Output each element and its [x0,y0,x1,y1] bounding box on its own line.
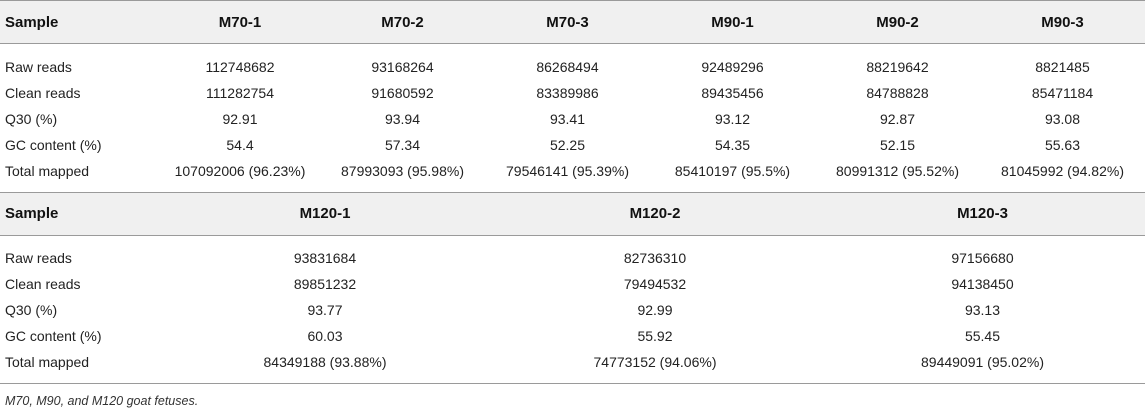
table-cell: 93.13 [964,302,1001,318]
table-row: Raw reads 93831684 82736310 97156680 [0,235,1145,271]
table-cell: 74773152 (94.06%) [593,353,717,370]
table-cell: 93168264 [371,58,434,75]
row-label: Raw reads [5,58,72,75]
table2-header-m120-1: M120-1 [299,205,351,222]
table-cell: 91680592 [371,84,434,101]
table-cell: 107092006 (96.23%) [174,162,306,179]
table-row: GC content (%) 60.03 55.92 55.45 [0,323,1145,349]
table-cell: 54.4 [226,136,254,153]
table-cell: 93831684 [293,250,357,267]
table-cell: 84788828 [866,84,929,101]
table-cell: 52.25 [549,136,586,153]
row-label: Clean reads [5,84,81,101]
table-cell: 89449091 (95.02%) [921,353,1044,370]
row-label: Total mapped [5,353,90,370]
table-cell: 112748682 [205,58,275,75]
table-cell: 8821485 [1035,58,1090,75]
row-label: Clean reads [5,276,81,292]
table-cell: 93.41 [549,110,586,127]
table-cell: 94138450 [951,276,1014,292]
row-label: GC content (%) [5,328,102,344]
table-cell: 89435456 [701,84,764,101]
table-cell: 92489296 [701,58,764,75]
table-cell: 93.94 [384,110,421,127]
table-cell: 89851232 [293,276,357,292]
table-cell: 92.87 [879,110,916,127]
table-cell: 52.15 [879,136,916,153]
table-cell: 85410197 (95.5%) [674,162,791,179]
row-label: Q30 (%) [5,302,58,318]
table-cell: 79494532 [623,276,687,292]
table-cell: 84349188 (93.88%) [263,353,387,370]
table-cell: 93.12 [714,110,751,127]
table2-header-m120-2: M120-2 [629,205,681,222]
table-cell: 97156680 [951,250,1014,267]
reads-table-m70-m90: Sample M70-1 M70-2 M70-3 M90-1 M90-2 M90… [0,0,1145,192]
table-cell: 55.92 [637,328,673,344]
table-row: Total mapped 84349188 (93.88%) 74773152 … [0,349,1145,383]
row-label: GC content (%) [5,136,102,153]
table-cell: 54.35 [714,136,751,153]
table1-header-m70-2: M70-2 [381,13,424,31]
table-cell: 55.45 [964,328,1001,344]
table-cell: 79546141 (95.39%) [506,162,629,179]
table1-header-m90-3: M90-3 [1041,13,1084,31]
table-row: Q30 (%) 92.91 93.94 93.41 93.12 92.87 93… [0,106,1145,132]
table-cell: 92.91 [222,110,258,127]
table-cell: 81045992 (94.82%) [1001,162,1124,179]
row-label: Total mapped [5,162,90,179]
table1-header-m70-3: M70-3 [546,13,589,31]
table1-header-m90-1: M90-1 [711,13,754,31]
row-label: Q30 (%) [5,110,58,127]
table-cell: 93.77 [307,302,343,318]
table-cell: 87993093 (95.98%) [341,162,464,179]
row-label: Raw reads [5,250,72,267]
table-cell: 92.99 [637,302,673,318]
table1-header-sample: Sample [5,13,59,31]
table1-header-row: Sample M70-1 M70-2 M70-3 M90-1 M90-2 M90… [0,0,1145,44]
table-row: Total mapped 107092006 (96.23%) 87993093… [0,158,1145,192]
table-cell: 57.34 [384,136,421,153]
table2-header-sample: Sample [5,205,59,222]
table1-header-m70-1: M70-1 [218,13,262,31]
table-row: Raw reads 112748682 93168264 86268494 92… [0,44,1145,80]
table-row: Clean reads 111282754 91680592 83389986 … [0,80,1145,106]
table-cell: 83389986 [536,84,599,101]
table-cell: 93.08 [1044,110,1081,127]
reads-table-m120: Sample M120-1 M120-2 M120-3 Raw reads 93… [0,192,1145,384]
table2-header-m120-3: M120-3 [957,205,1008,222]
table-row: Q30 (%) 93.77 92.99 93.13 [0,297,1145,323]
table1-header-m90-2: M90-2 [876,13,919,31]
table2-header-row: Sample M120-1 M120-2 M120-3 [0,192,1145,235]
table-footnote: M70, M90, and M120 goat fetuses. [5,394,199,408]
table-cell: 82736310 [623,250,687,267]
table-cell: 111282754 [206,84,274,101]
table-cell: 88219642 [866,58,929,75]
table-cell: 55.63 [1044,136,1081,153]
table-cell: 86268494 [536,58,599,75]
table-row: GC content (%) 54.4 57.34 52.25 54.35 52… [0,132,1145,158]
table-cell: 60.03 [307,328,343,344]
table-cell: 85471184 [1031,84,1094,101]
table-row: Clean reads 89851232 79494532 94138450 [0,271,1145,297]
table-cell: 80991312 (95.52%) [836,162,959,179]
